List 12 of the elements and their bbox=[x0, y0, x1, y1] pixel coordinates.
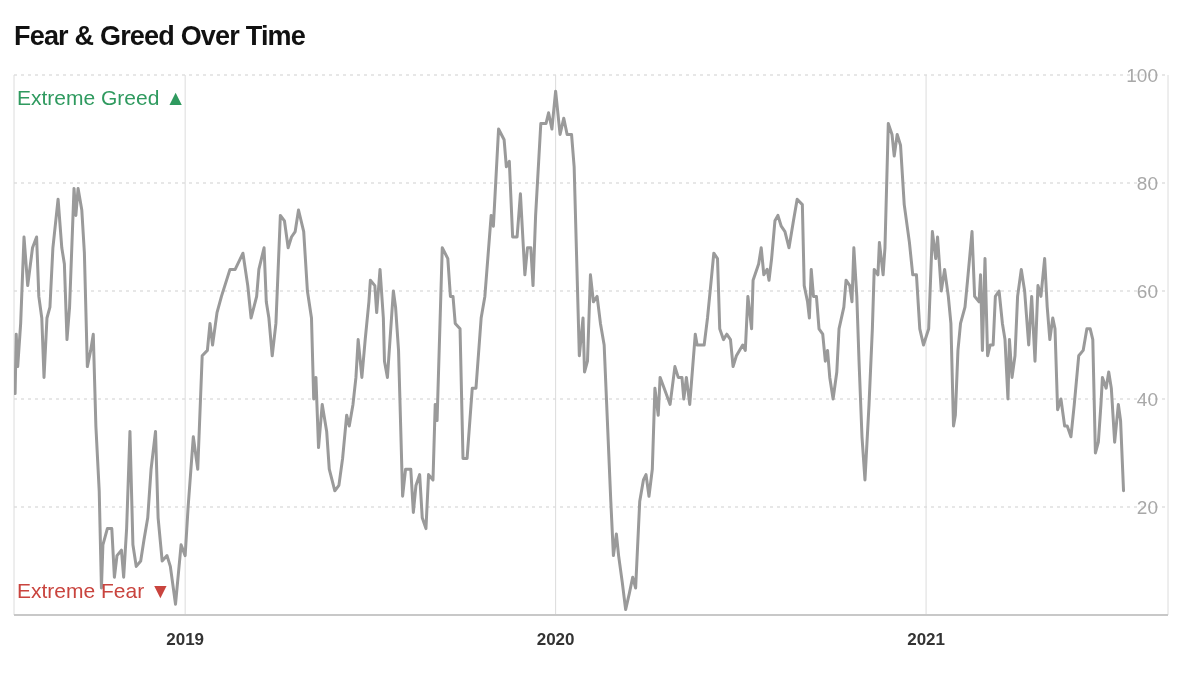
y-tick-label: 60 bbox=[1136, 280, 1158, 302]
annotation: Extreme Fear ▼ bbox=[17, 579, 171, 603]
annotation: Extreme Greed ▲ bbox=[17, 86, 187, 110]
x-tick-label: 2021 bbox=[907, 630, 945, 650]
x-tick-label: 2020 bbox=[536, 630, 575, 650]
line-series bbox=[14, 89, 1126, 612]
y-tick-label: 20 bbox=[1136, 496, 1158, 518]
y-tick-label: 100 bbox=[1126, 64, 1158, 86]
y-tick-label: 80 bbox=[1136, 172, 1158, 194]
y-tick-label: 40 bbox=[1136, 388, 1158, 410]
chart-title: Fear & Greed Over Time bbox=[13, 20, 307, 53]
x-tick-label: 2019 bbox=[166, 630, 205, 650]
